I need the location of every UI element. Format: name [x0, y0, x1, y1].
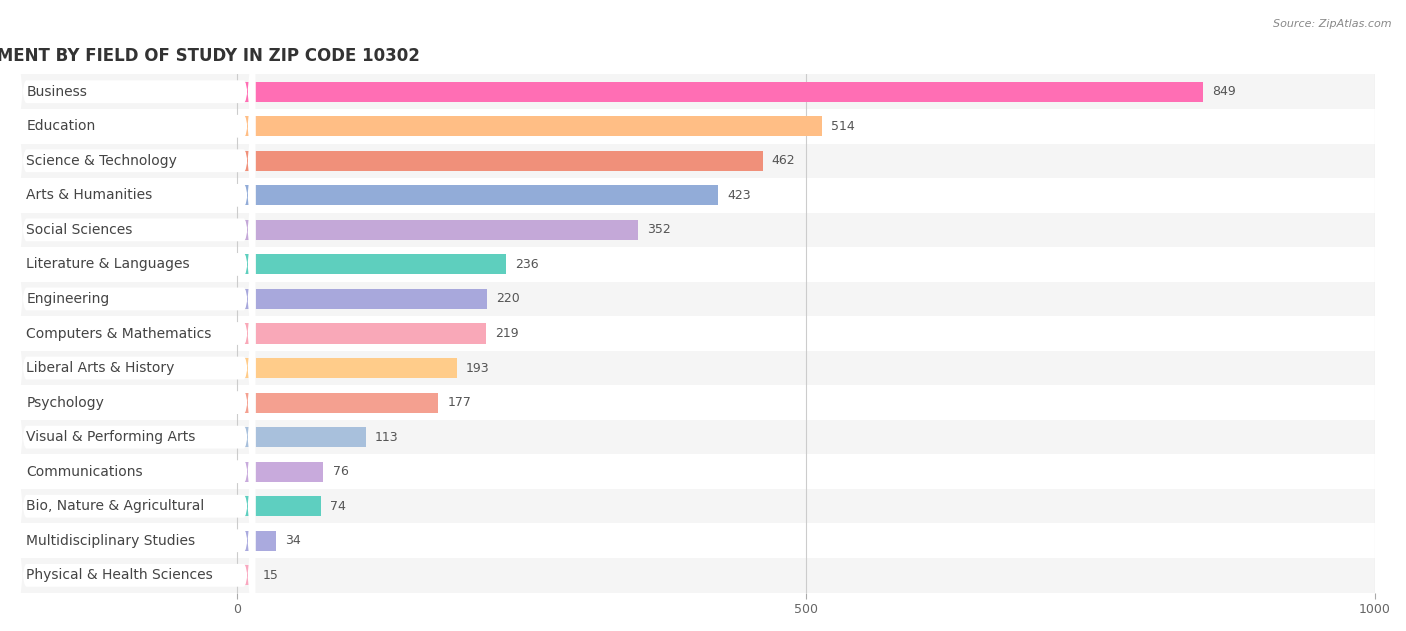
FancyBboxPatch shape [15, 138, 254, 631]
Bar [15, 281, 1375, 316]
Text: 462: 462 [772, 155, 796, 167]
Bar [15, 524, 1375, 558]
Text: Arts & Humanities: Arts & Humanities [27, 188, 153, 203]
Bar [238, 254, 506, 274]
Bar [238, 186, 718, 205]
Text: Social Sciences: Social Sciences [27, 223, 132, 237]
Bar [238, 358, 457, 378]
Text: Literature & Languages: Literature & Languages [27, 257, 190, 271]
Bar [238, 324, 486, 343]
Text: Liberal Arts & History: Liberal Arts & History [27, 361, 174, 375]
Bar [15, 247, 1375, 281]
Text: 193: 193 [465, 362, 489, 375]
FancyBboxPatch shape [15, 172, 254, 631]
FancyBboxPatch shape [15, 0, 254, 426]
Bar [238, 289, 488, 309]
FancyBboxPatch shape [15, 0, 254, 598]
Text: 15: 15 [263, 569, 278, 582]
Bar [15, 420, 1375, 454]
Bar [15, 316, 1375, 351]
FancyBboxPatch shape [15, 0, 254, 495]
Bar [238, 427, 366, 447]
FancyBboxPatch shape [15, 0, 254, 564]
FancyBboxPatch shape [15, 34, 254, 631]
Text: Computers & Mathematics: Computers & Mathematics [27, 326, 212, 341]
Bar [15, 213, 1375, 247]
Text: 352: 352 [647, 223, 671, 237]
Bar [15, 74, 1375, 109]
Text: Engineering: Engineering [27, 292, 110, 306]
Text: Bio, Nature & Agricultural: Bio, Nature & Agricultural [27, 499, 205, 513]
Bar [15, 386, 1375, 420]
Text: 34: 34 [285, 534, 301, 547]
Bar [238, 462, 323, 481]
Text: 220: 220 [496, 292, 520, 305]
Bar [238, 220, 637, 240]
Bar [15, 454, 1375, 489]
Text: 76: 76 [333, 465, 349, 478]
Text: Multidisciplinary Studies: Multidisciplinary Studies [27, 534, 195, 548]
Text: Physical & Health Sciences: Physical & Health Sciences [27, 569, 214, 582]
Text: 236: 236 [515, 258, 538, 271]
Bar [238, 116, 823, 136]
Text: 219: 219 [495, 327, 519, 340]
FancyBboxPatch shape [15, 0, 254, 631]
FancyBboxPatch shape [15, 241, 254, 631]
Bar [238, 151, 762, 171]
Bar [15, 178, 1375, 213]
FancyBboxPatch shape [15, 0, 254, 460]
Text: Business: Business [27, 85, 87, 98]
Text: 849: 849 [1212, 85, 1236, 98]
Bar [238, 392, 439, 413]
FancyBboxPatch shape [15, 103, 254, 631]
Bar [238, 531, 276, 551]
Text: Communications: Communications [27, 464, 143, 479]
Text: EDUCATIONAL ATTAINMENT BY FIELD OF STUDY IN ZIP CODE 10302: EDUCATIONAL ATTAINMENT BY FIELD OF STUDY… [0, 47, 420, 64]
Text: Source: ZipAtlas.com: Source: ZipAtlas.com [1274, 19, 1392, 29]
FancyBboxPatch shape [15, 69, 254, 631]
FancyBboxPatch shape [15, 0, 254, 529]
Text: 177: 177 [447, 396, 471, 409]
Bar [238, 81, 1204, 102]
Bar [238, 565, 254, 586]
Bar [15, 558, 1375, 593]
Bar [238, 496, 321, 516]
Text: Psychology: Psychology [27, 396, 104, 410]
Text: Science & Technology: Science & Technology [27, 154, 177, 168]
FancyBboxPatch shape [15, 207, 254, 631]
Text: 514: 514 [831, 120, 855, 133]
Bar [15, 109, 1375, 143]
Text: Visual & Performing Arts: Visual & Performing Arts [27, 430, 195, 444]
Text: 113: 113 [374, 430, 398, 444]
Text: 423: 423 [727, 189, 751, 202]
Text: Education: Education [27, 119, 96, 133]
Bar [15, 351, 1375, 386]
FancyBboxPatch shape [15, 0, 254, 631]
Text: 74: 74 [330, 500, 346, 513]
Bar [15, 143, 1375, 178]
Bar [15, 489, 1375, 524]
